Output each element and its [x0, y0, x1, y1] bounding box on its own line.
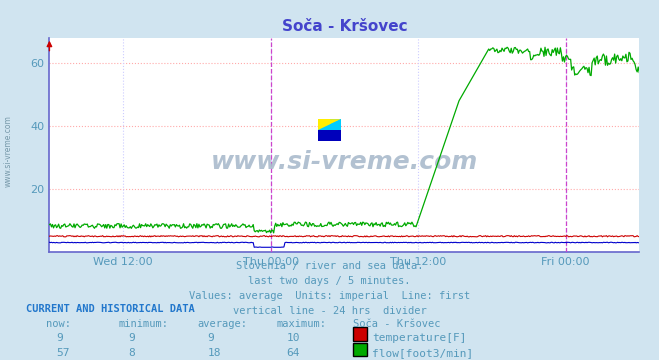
Text: temperature[F]: temperature[F] [372, 333, 467, 343]
Text: average:: average: [198, 319, 248, 329]
Text: Slovenia / river and sea data.: Slovenia / river and sea data. [236, 261, 423, 271]
Text: www.si-vreme.com: www.si-vreme.com [211, 150, 478, 174]
Text: 10: 10 [287, 333, 300, 343]
Text: 57: 57 [56, 348, 69, 359]
Text: now:: now: [46, 319, 71, 329]
Text: 9: 9 [129, 333, 135, 343]
Text: Soča - Kršovec: Soča - Kršovec [353, 319, 440, 329]
Text: CURRENT AND HISTORICAL DATA: CURRENT AND HISTORICAL DATA [26, 304, 195, 314]
Text: 9: 9 [208, 333, 214, 343]
Text: flow[foot3/min]: flow[foot3/min] [372, 348, 474, 359]
Text: maximum:: maximum: [277, 319, 327, 329]
Text: last two days / 5 minutes.: last two days / 5 minutes. [248, 276, 411, 286]
Title: Soča - Kršovec: Soča - Kršovec [281, 19, 407, 34]
Text: 64: 64 [287, 348, 300, 359]
Text: 8: 8 [129, 348, 135, 359]
Text: 18: 18 [208, 348, 221, 359]
Text: vertical line - 24 hrs  divider: vertical line - 24 hrs divider [233, 306, 426, 316]
Text: Values: average  Units: imperial  Line: first: Values: average Units: imperial Line: fi… [189, 291, 470, 301]
Text: minimum:: minimum: [119, 319, 169, 329]
Text: 9: 9 [56, 333, 63, 343]
Text: www.si-vreme.com: www.si-vreme.com [4, 115, 13, 187]
